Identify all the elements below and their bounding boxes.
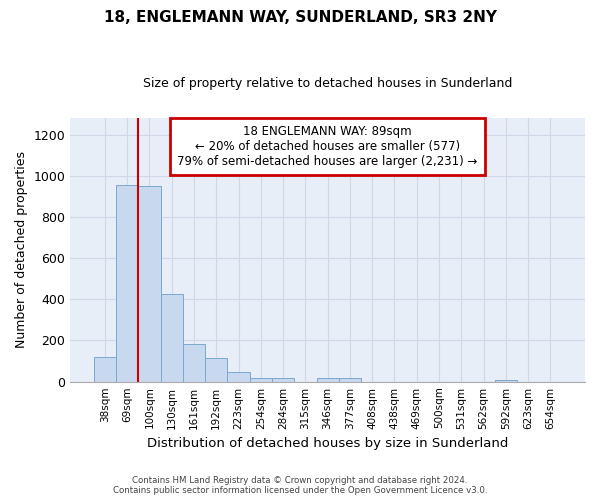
Bar xyxy=(138,186,161,382)
Bar xyxy=(205,358,227,382)
Bar xyxy=(317,378,339,382)
Text: 18, ENGLEMANN WAY, SUNDERLAND, SR3 2NY: 18, ENGLEMANN WAY, SUNDERLAND, SR3 2NY xyxy=(104,10,497,25)
Text: Contains HM Land Registry data © Crown copyright and database right 2024.
Contai: Contains HM Land Registry data © Crown c… xyxy=(113,476,487,495)
Text: 18 ENGLEMANN WAY: 89sqm
← 20% of detached houses are smaller (577)
79% of semi-d: 18 ENGLEMANN WAY: 89sqm ← 20% of detache… xyxy=(178,124,478,168)
Bar xyxy=(94,357,116,382)
Bar xyxy=(339,378,361,382)
Bar xyxy=(272,378,294,382)
Title: Size of property relative to detached houses in Sunderland: Size of property relative to detached ho… xyxy=(143,78,512,90)
Bar xyxy=(495,380,517,382)
Bar xyxy=(250,378,272,382)
Bar xyxy=(116,185,138,382)
X-axis label: Distribution of detached houses by size in Sunderland: Distribution of detached houses by size … xyxy=(147,437,508,450)
Bar xyxy=(161,294,183,382)
Bar xyxy=(227,372,250,382)
Bar xyxy=(183,344,205,382)
Y-axis label: Number of detached properties: Number of detached properties xyxy=(15,152,28,348)
